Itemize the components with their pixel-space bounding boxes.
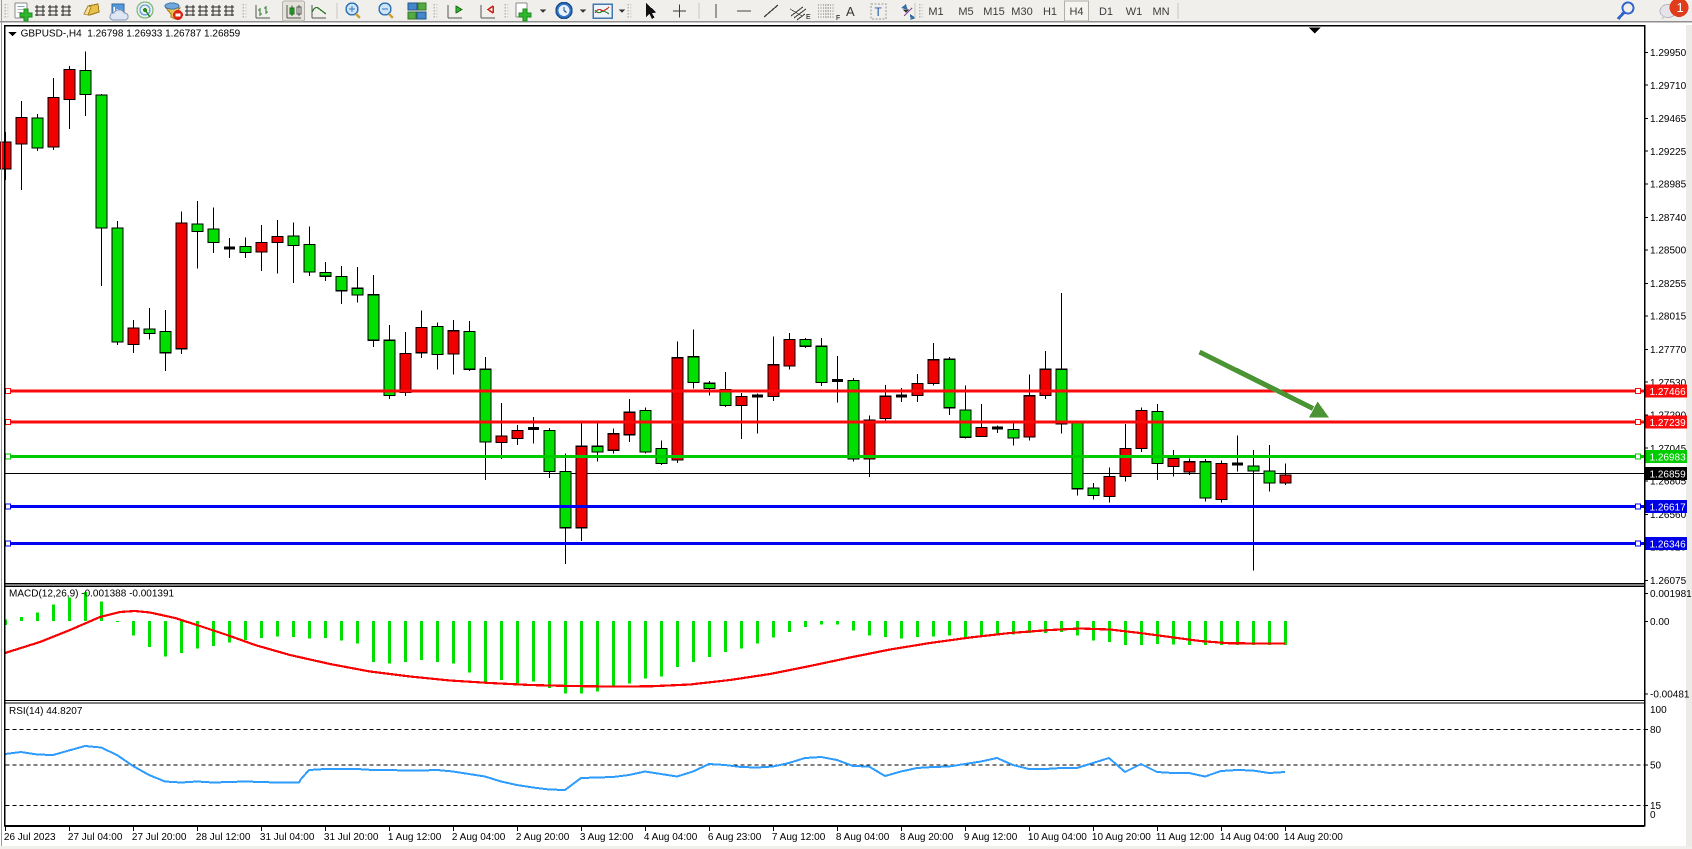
svg-text:MACD(12,26,9) -0.001388 -0.001: MACD(12,26,9) -0.001388 -0.001391 bbox=[9, 589, 175, 600]
svg-text:E: E bbox=[806, 14, 811, 21]
svg-text:31 Jul 20:00: 31 Jul 20:00 bbox=[324, 832, 379, 843]
svg-text:1.28015: 1.28015 bbox=[1650, 312, 1687, 323]
svg-text:M15: M15 bbox=[983, 6, 1004, 18]
svg-text:1.27239: 1.27239 bbox=[1650, 418, 1687, 429]
svg-text:1.29950: 1.29950 bbox=[1650, 48, 1687, 59]
svg-text:M5: M5 bbox=[958, 6, 973, 18]
svg-text:1.28740: 1.28740 bbox=[1650, 213, 1687, 224]
svg-text:1.26805: 1.26805 bbox=[1650, 477, 1687, 488]
svg-text:8 Aug 20:00: 8 Aug 20:00 bbox=[900, 832, 954, 843]
svg-text:T: T bbox=[875, 5, 883, 19]
svg-text:9 Aug 12:00: 9 Aug 12:00 bbox=[964, 832, 1018, 843]
svg-text:1.26983: 1.26983 bbox=[1650, 452, 1687, 463]
svg-text:A: A bbox=[846, 4, 855, 19]
svg-text:1.28500: 1.28500 bbox=[1650, 246, 1687, 257]
svg-text:1.27770: 1.27770 bbox=[1650, 345, 1687, 356]
svg-text:1.27045: 1.27045 bbox=[1650, 444, 1687, 455]
svg-text:27 Jul 20:00: 27 Jul 20:00 bbox=[132, 832, 187, 843]
svg-text:2 Aug 20:00: 2 Aug 20:00 bbox=[516, 832, 570, 843]
svg-text:31 Jul 04:00: 31 Jul 04:00 bbox=[260, 832, 315, 843]
svg-text:RSI(14) 44.8207: RSI(14) 44.8207 bbox=[9, 706, 83, 717]
svg-text:0: 0 bbox=[1650, 810, 1656, 821]
svg-text:10 Aug 20:00: 10 Aug 20:00 bbox=[1092, 832, 1151, 843]
svg-text:4 Aug 04:00: 4 Aug 04:00 bbox=[644, 832, 698, 843]
svg-text:14 Aug 20:00: 14 Aug 20:00 bbox=[1284, 832, 1343, 843]
svg-text:27 Jul 04:00: 27 Jul 04:00 bbox=[68, 832, 123, 843]
svg-text:80: 80 bbox=[1650, 725, 1662, 736]
svg-text:8 Aug 04:00: 8 Aug 04:00 bbox=[836, 832, 890, 843]
svg-text:3 Aug 12:00: 3 Aug 12:00 bbox=[580, 832, 634, 843]
svg-text:28 Jul 12:00: 28 Jul 12:00 bbox=[196, 832, 251, 843]
svg-text:1.26560: 1.26560 bbox=[1650, 510, 1687, 521]
svg-text:1.29710: 1.29710 bbox=[1650, 81, 1687, 92]
svg-text:GBPUSD-,H4 1.26798 1.26933 1.: GBPUSD-,H4 1.26798 1.26933 1.26787 1.268… bbox=[21, 29, 241, 40]
svg-text:100: 100 bbox=[1650, 705, 1667, 716]
svg-text:H4: H4 bbox=[1069, 6, 1083, 18]
svg-text:1.26617: 1.26617 bbox=[1650, 502, 1687, 513]
svg-text:1.28985: 1.28985 bbox=[1650, 180, 1687, 191]
svg-text:1.26346: 1.26346 bbox=[1650, 539, 1687, 550]
svg-text:7 Aug 12:00: 7 Aug 12:00 bbox=[772, 832, 826, 843]
svg-text:1 Aug 12:00: 1 Aug 12:00 bbox=[388, 832, 442, 843]
svg-text:50: 50 bbox=[1650, 761, 1662, 772]
svg-text:H1: H1 bbox=[1043, 6, 1057, 18]
svg-text:1.29225: 1.29225 bbox=[1650, 147, 1687, 158]
svg-text:11 Aug 12:00: 11 Aug 12:00 bbox=[1156, 832, 1215, 843]
svg-text:26 Jul 2023: 26 Jul 2023 bbox=[4, 832, 56, 843]
svg-text:2 Aug 04:00: 2 Aug 04:00 bbox=[452, 832, 506, 843]
svg-text:1.28255: 1.28255 bbox=[1650, 279, 1687, 290]
svg-text:M30: M30 bbox=[1011, 6, 1032, 18]
svg-text:15: 15 bbox=[1650, 801, 1662, 812]
svg-text:10 Aug 04:00: 10 Aug 04:00 bbox=[1028, 832, 1087, 843]
svg-text:W1: W1 bbox=[1126, 6, 1143, 18]
svg-text:0.001981: 0.001981 bbox=[1650, 589, 1692, 600]
svg-text:1.27530: 1.27530 bbox=[1650, 378, 1687, 389]
svg-text:14 Aug 04:00: 14 Aug 04:00 bbox=[1220, 832, 1279, 843]
svg-text:1: 1 bbox=[1677, 0, 1684, 15]
svg-text:F: F bbox=[836, 15, 840, 22]
svg-text:-0.00481: -0.00481 bbox=[1650, 690, 1690, 701]
svg-text:1.26859: 1.26859 bbox=[1650, 469, 1687, 480]
svg-text:6 Aug 23:00: 6 Aug 23:00 bbox=[708, 832, 762, 843]
svg-text:1.29465: 1.29465 bbox=[1650, 114, 1687, 125]
svg-text:1.26075: 1.26075 bbox=[1650, 576, 1687, 587]
svg-text:MN: MN bbox=[1152, 6, 1169, 18]
svg-text:0.00: 0.00 bbox=[1650, 617, 1670, 628]
svg-text:D1: D1 bbox=[1099, 6, 1113, 18]
svg-text:1.27466: 1.27466 bbox=[1650, 387, 1687, 398]
svg-text:M1: M1 bbox=[928, 6, 943, 18]
